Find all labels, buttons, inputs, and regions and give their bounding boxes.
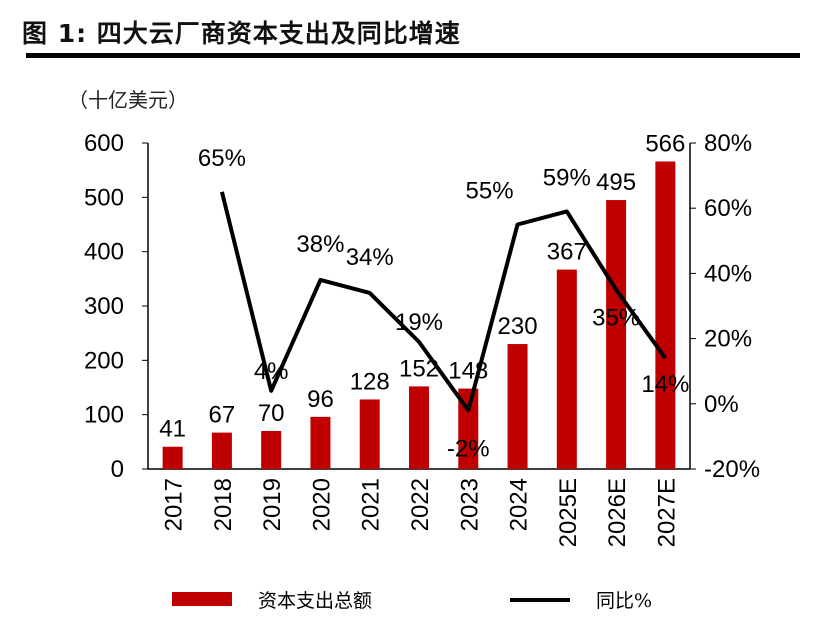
bar-2027E: [655, 161, 676, 469]
bar-value-label: 70: [258, 400, 285, 427]
x-tick-label: 2021: [358, 478, 385, 531]
yoy-label: 19%: [395, 309, 443, 336]
bar-2026E: [606, 200, 627, 470]
yoy-line: [219, 191, 667, 413]
bar-value-label: 96: [307, 386, 334, 413]
yoy-label: 34%: [346, 244, 394, 271]
bar-2019: [261, 430, 282, 469]
bar-value-label: 367: [547, 239, 587, 266]
yoy-label: 14%: [641, 371, 689, 398]
left-tick-label: 200: [84, 347, 124, 374]
x-tick-label: 2024: [506, 478, 533, 531]
bar-value-label: 67: [209, 402, 236, 429]
yoy-label: 38%: [296, 231, 344, 258]
bar-2024: [507, 344, 528, 469]
bar-value-label: 128: [350, 368, 390, 395]
right-tick-label: -20%: [704, 456, 760, 483]
left-tick-label: 300: [84, 293, 124, 320]
right-tick-label: 60%: [704, 195, 752, 222]
bar-2025E: [556, 269, 577, 469]
x-tick-label: 2017: [161, 478, 188, 531]
x-tick-label: 2023: [456, 478, 483, 531]
right-tick-label: 0%: [704, 391, 739, 418]
left-tick-label: 600: [84, 130, 124, 157]
yoy-label: 65%: [198, 145, 246, 172]
x-tick-label: 2018: [210, 478, 237, 531]
left-axis-unit: （十亿美元）: [68, 88, 188, 112]
left-tick-label: 500: [84, 184, 124, 211]
bar-2020: [310, 416, 331, 469]
x-tick-label: 2019: [259, 478, 286, 531]
bar-value-label: 495: [596, 169, 636, 196]
right-tick-label: 20%: [704, 326, 752, 353]
yoy-label: 59%: [543, 164, 591, 191]
bar-2023: [458, 388, 479, 469]
yoy-label: -2%: [447, 435, 490, 462]
x-tick-label: 2027E: [653, 478, 680, 547]
left-tick-label: 400: [84, 239, 124, 266]
title-divider: [26, 53, 800, 58]
bar-value-label: 41: [159, 416, 186, 443]
x-tick-label: 2022: [407, 478, 434, 531]
yoy-label: 35%: [592, 305, 640, 332]
figure-title: 图 1: 四大云厂商资本支出及同比增速: [22, 19, 461, 48]
bar-2017: [162, 446, 183, 469]
legend-line-label: 同比%: [596, 590, 652, 612]
right-tick-label: 40%: [704, 260, 752, 287]
yoy-label: 55%: [466, 178, 514, 205]
x-tick-label: 2025E: [555, 478, 582, 547]
bar-2022: [409, 386, 429, 469]
x-tick-label: 2020: [308, 478, 335, 531]
bar-2018: [211, 432, 232, 469]
legend-bar-label: 资本支出总额: [258, 590, 372, 612]
yoy-label: 4%: [254, 358, 289, 385]
x-tick-label: 2026E: [604, 478, 631, 547]
bar-value-label: 230: [498, 313, 538, 340]
right-tick-label: 80%: [704, 130, 752, 157]
legend-bar-swatch: [172, 592, 232, 606]
bar-value-label: 566: [645, 130, 685, 157]
left-tick-label: 0: [111, 456, 124, 483]
left-tick-label: 100: [84, 402, 124, 429]
bar-2021: [359, 399, 380, 469]
